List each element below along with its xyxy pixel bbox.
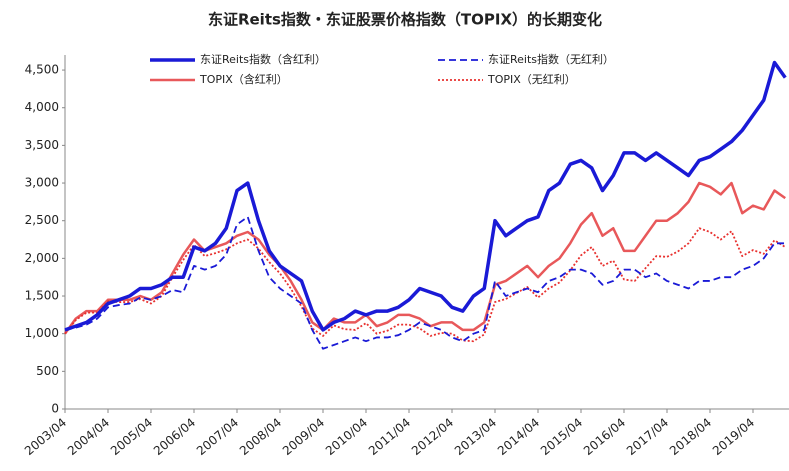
x-tick-label: 2017/04 xyxy=(624,415,671,458)
x-tick-label: 2003/04 xyxy=(22,415,69,458)
x-tick-label: 2006/04 xyxy=(151,415,198,458)
x-tick-label: 2013/04 xyxy=(452,415,499,458)
x-tick-label: 2018/04 xyxy=(667,415,714,458)
y-tick-label: 500 xyxy=(36,364,59,378)
x-tick-label: 2019/04 xyxy=(710,415,757,458)
series-line xyxy=(64,227,786,343)
x-tick-label: 2004/04 xyxy=(65,415,112,458)
x-tick-label: 2011/04 xyxy=(366,415,413,458)
y-tick-label: 4,000 xyxy=(25,100,59,114)
y-tick-label: 1,000 xyxy=(25,326,59,340)
x-tick-label: 2010/04 xyxy=(323,415,370,458)
x-tick-label: 2015/04 xyxy=(538,415,585,458)
x-tick-label: 2007/04 xyxy=(194,415,241,458)
y-tick-label: 2,500 xyxy=(25,213,59,227)
y-tick-label: 4,500 xyxy=(25,63,59,77)
legend-label: TOPIX（无红利） xyxy=(487,73,576,86)
series-line xyxy=(64,60,787,332)
x-tick-label: 2009/04 xyxy=(280,415,327,458)
y-tick-label: 3,000 xyxy=(25,176,59,190)
y-tick-label: 1,500 xyxy=(25,289,59,303)
legend-label: 东证Reits指数（无红利） xyxy=(488,52,614,66)
x-tick-label: 2016/04 xyxy=(581,415,628,458)
series-line xyxy=(64,216,786,350)
y-tick-label: 2,000 xyxy=(25,251,59,265)
x-tick-label: 2014/04 xyxy=(495,415,542,458)
y-tick-label: 0 xyxy=(51,402,59,416)
y-tick-label: 3,500 xyxy=(25,138,59,152)
x-tick-label: 2008/04 xyxy=(237,415,284,458)
x-tick-label: 2012/04 xyxy=(409,415,456,458)
chart-title: 东证Reits指数・东证股票价格指数（TOPIX）的长期变化 xyxy=(208,11,602,29)
x-tick-label: 2005/04 xyxy=(108,415,155,458)
legend-label: TOPIX（含红利） xyxy=(199,72,288,86)
series-line xyxy=(63,181,786,335)
legend-label: 东证Reits指数（含红利） xyxy=(200,52,326,66)
